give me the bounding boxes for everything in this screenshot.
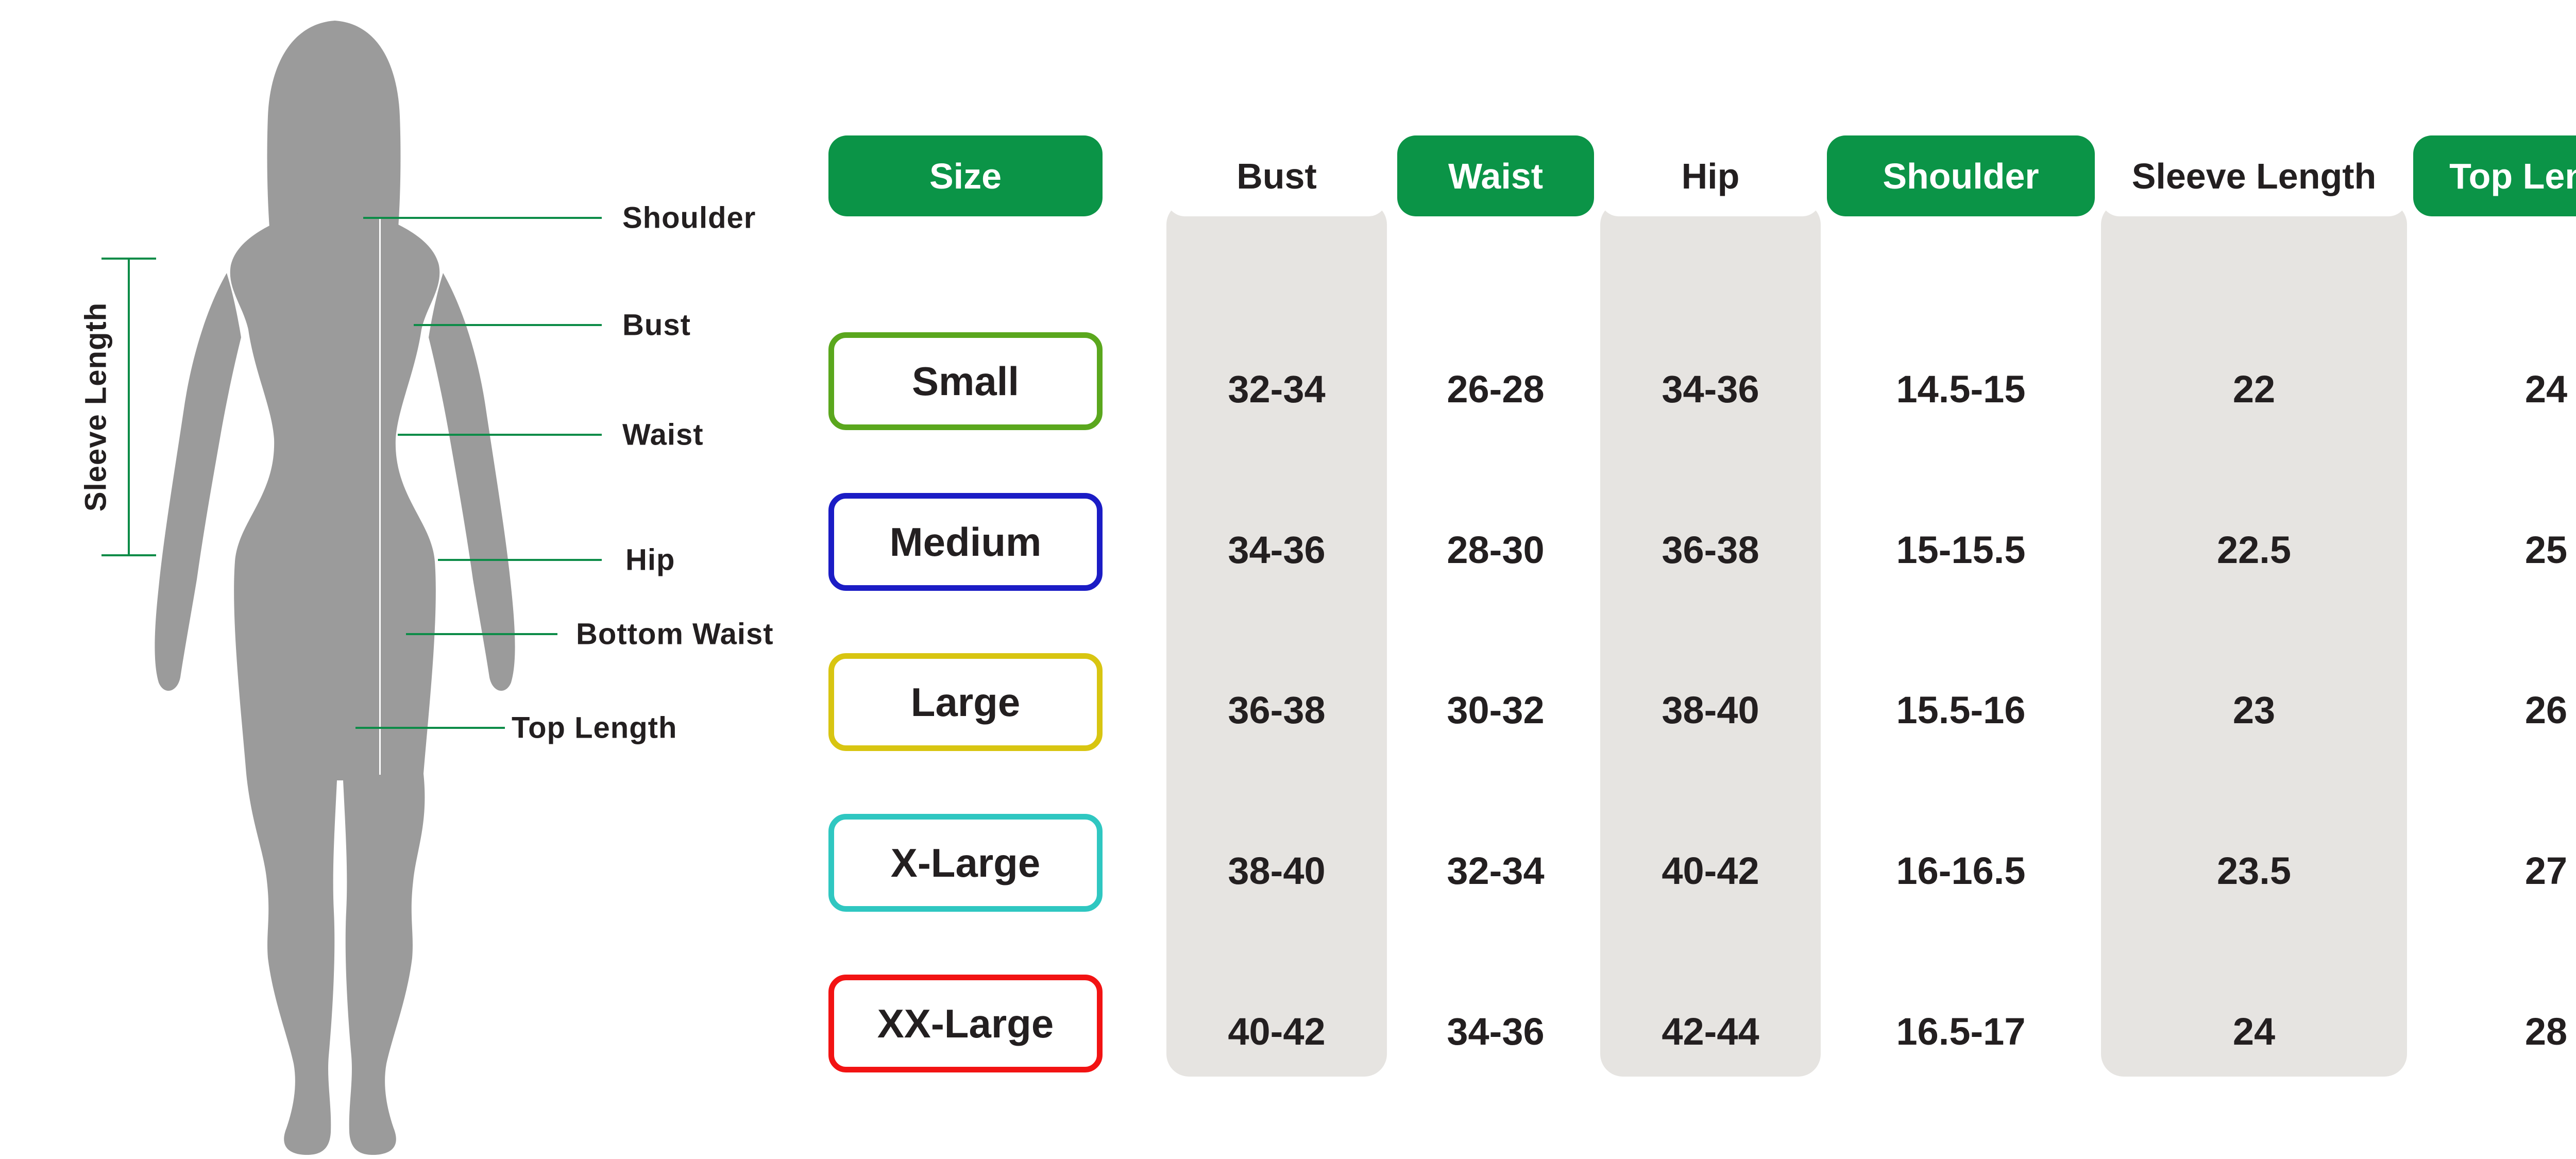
top-length-leader-line [355,727,505,729]
cell-medium-hip: 36-38 [1662,528,1759,571]
diagram-label-top-length: Top Length [512,711,677,745]
sleeve-length-bracket-top-tick [101,258,156,260]
cell-large-waist: 30-32 [1447,688,1545,731]
header-bust: Bust [1166,135,1387,216]
hip-column-stripe [1600,202,1821,1077]
cell-small-top-length: 24 [2524,367,2568,411]
bust-column-stripe [1166,202,1387,1077]
header-hip: Hip [1600,135,1821,216]
header-waist: Waist [1397,135,1594,216]
cell-x-large-shoulder: 16-16.5 [1896,849,2026,892]
cell-xx-large-shoulder: 16.5-17 [1896,1010,2026,1053]
sleeve-length-bracket-bottom-tick [101,554,156,556]
header-shoulder: Shoulder [1827,135,2095,216]
cell-medium-bust: 34-36 [1228,528,1326,571]
waist-leader-line [398,434,602,436]
cell-large-bust: 36-38 [1228,688,1326,731]
cell-xx-large-waist: 34-36 [1447,1010,1545,1053]
cell-medium-waist: 28-30 [1447,528,1545,571]
hip-leader-line [438,559,602,561]
cell-large-sleeve-length: 23 [2232,688,2276,731]
size-pill-medium: Medium [828,493,1103,591]
cell-medium-sleeve-length: 22.5 [2216,528,2292,571]
cell-medium-top-length: 25 [2524,528,2568,571]
diagram-label-sleeve-length: Sleeve Length [79,302,113,512]
cell-small-shoulder: 14.5-15 [1896,367,2026,411]
cell-x-large-hip: 40-42 [1662,849,1759,892]
cell-xx-large-hip: 42-44 [1662,1010,1759,1053]
header-top-length: Top Length [2413,135,2576,216]
cell-xx-large-sleeve-length: 24 [2232,1010,2276,1053]
header-sleeve-length: Sleeve Length [2101,135,2407,216]
diagram-label-hip: Hip [625,543,675,577]
cell-small-hip: 34-36 [1662,367,1759,411]
bust-leader-line [414,324,602,326]
sleeve-length-column-stripe [2101,202,2407,1077]
cell-small-waist: 26-28 [1447,367,1545,411]
cell-large-top-length: 26 [2524,688,2568,731]
diagram-label-shoulder: Shoulder [622,201,756,235]
cell-x-large-sleeve-length: 23.5 [2216,849,2292,892]
bottom-waist-leader-line [406,633,557,635]
cell-xx-large-top-length: 28 [2524,1010,2568,1053]
size-pill-small: Small [828,332,1103,430]
size-pill-large: Large [828,653,1103,751]
cell-small-bust: 32-34 [1228,367,1326,411]
diagram-label-waist: Waist [622,418,704,452]
cell-medium-shoulder: 15-15.5 [1896,528,2026,571]
diagram-label-bottom-waist: Bottom Waist [576,617,774,651]
female-body-silhouette [155,21,515,1155]
cell-large-hip: 38-40 [1662,688,1759,731]
size-pill-x-large: X-Large [828,814,1103,912]
diagram-label-bust: Bust [622,308,691,342]
cell-large-shoulder: 15.5-16 [1896,688,2026,731]
cell-x-large-waist: 32-34 [1447,849,1545,892]
header-size: Size [828,135,1103,216]
cell-x-large-bust: 38-40 [1228,849,1326,892]
size-pill-xx-large: XX-Large [828,975,1103,1072]
cell-xx-large-bust: 40-42 [1228,1010,1326,1053]
shoulder-leader-line [363,217,602,219]
cell-x-large-top-length: 27 [2524,849,2568,892]
sleeve-length-bracket [128,259,130,555]
cell-small-sleeve-length: 22 [2232,367,2276,411]
